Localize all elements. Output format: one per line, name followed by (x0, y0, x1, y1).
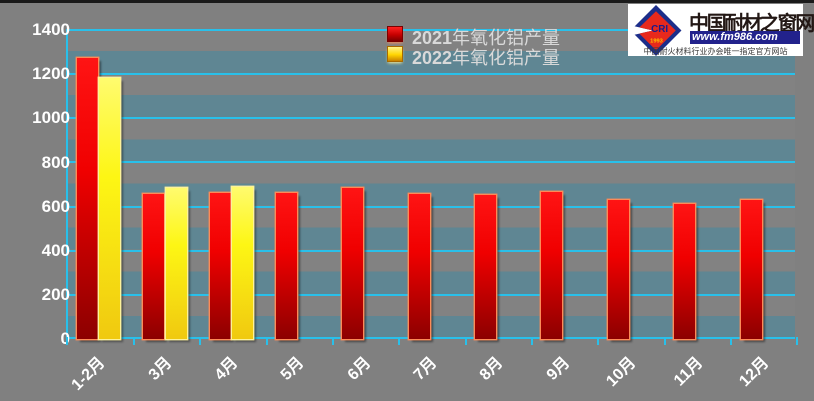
svg-text:CRI: CRI (651, 24, 668, 35)
svg-text:1993: 1993 (650, 38, 663, 44)
